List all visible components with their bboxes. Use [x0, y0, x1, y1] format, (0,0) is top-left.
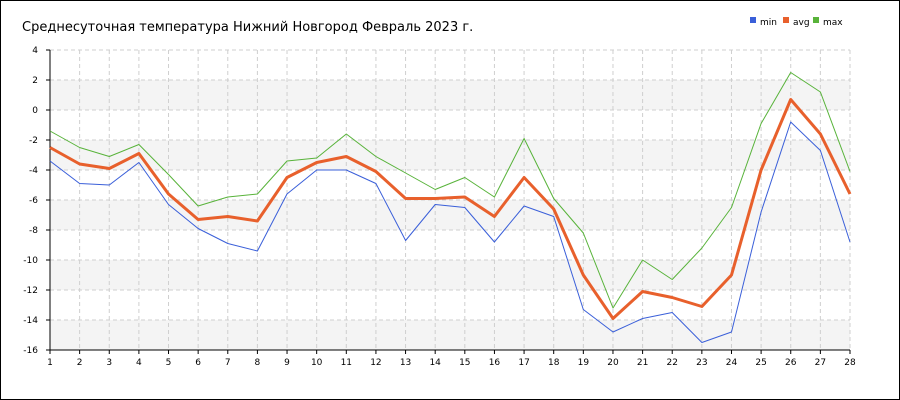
x-tick-label: 26 [785, 358, 797, 368]
x-tick-label: 18 [548, 358, 560, 368]
legend-label-min: min [760, 18, 777, 28]
y-tick-label: -8 [29, 226, 38, 236]
x-tick-label: 22 [666, 358, 677, 368]
y-tick-label: -14 [23, 316, 38, 326]
plot-band [50, 80, 850, 110]
y-tick-labels: 4 2 0 -2 -4 -6 -8 -10 -12 -14 -16 [23, 46, 38, 356]
axes [46, 49, 851, 354]
plot-band [50, 140, 850, 170]
y-tick-label: 0 [32, 106, 38, 116]
series-line-max [49, 72, 851, 309]
legend-label-avg: avg [793, 18, 810, 28]
x-tick-label: 27 [815, 358, 826, 368]
x-tick-label: 25 [755, 358, 766, 368]
x-tick-label: 19 [578, 358, 590, 368]
plot-band [50, 320, 850, 350]
x-tick-label: 9 [284, 358, 290, 368]
plot-bands [50, 80, 850, 350]
x-tick-labels: 1 2 3 4 5 6 7 8 9 10 11 12 13 14 15 16 17 18 19 20 21 22 23 24 2… [47, 358, 856, 368]
x-tick-label: 16 [489, 358, 501, 368]
x-tick-label: 8 [255, 358, 261, 368]
series-lines [49, 72, 852, 343]
x-tick-label: 17 [518, 358, 529, 368]
x-tick-label: 1 [47, 358, 53, 368]
x-tick-label: 11 [341, 358, 352, 368]
x-tick-label: 24 [726, 358, 738, 368]
x-tick-label: 23 [696, 358, 707, 368]
x-tick-label: 13 [400, 358, 411, 368]
x-tick-label: 28 [844, 358, 856, 368]
legend-swatch-avg [783, 17, 789, 23]
x-tick-label: 2 [77, 358, 83, 368]
x-tick-label: 15 [459, 358, 470, 368]
series-line-min [49, 121, 851, 343]
y-tick-label: -16 [23, 346, 38, 356]
x-tick-label: 6 [195, 358, 201, 368]
legend: min avg max [750, 17, 843, 28]
x-tick-label: 10 [311, 358, 323, 368]
plot-band [50, 200, 850, 230]
x-tick-label: 20 [607, 358, 619, 368]
legend-swatch-max [813, 17, 819, 23]
x-tick-label: 7 [225, 358, 231, 368]
y-tick-label: -12 [23, 286, 38, 296]
chart-title: Среднесуточная температура Нижний Новгор… [22, 20, 473, 35]
y-tick-label: -10 [23, 256, 38, 266]
plot-band [50, 260, 850, 290]
legend-swatch-min [750, 17, 756, 23]
legend-label-max: max [823, 18, 843, 28]
x-tick-label: 3 [106, 358, 112, 368]
y-tick-label: -4 [29, 166, 38, 176]
y-tick-label: -2 [29, 136, 38, 146]
x-tick-label: 21 [637, 358, 648, 368]
x-tick-label: 5 [166, 358, 172, 368]
series-line-avg [49, 98, 852, 320]
y-tick-label: 4 [32, 46, 38, 56]
x-tick-label: 14 [429, 358, 441, 368]
x-tick-label: 4 [136, 358, 142, 368]
y-tick-label: 2 [32, 76, 38, 86]
x-tick-label: 12 [370, 358, 381, 368]
y-tick-label: -6 [29, 196, 38, 206]
